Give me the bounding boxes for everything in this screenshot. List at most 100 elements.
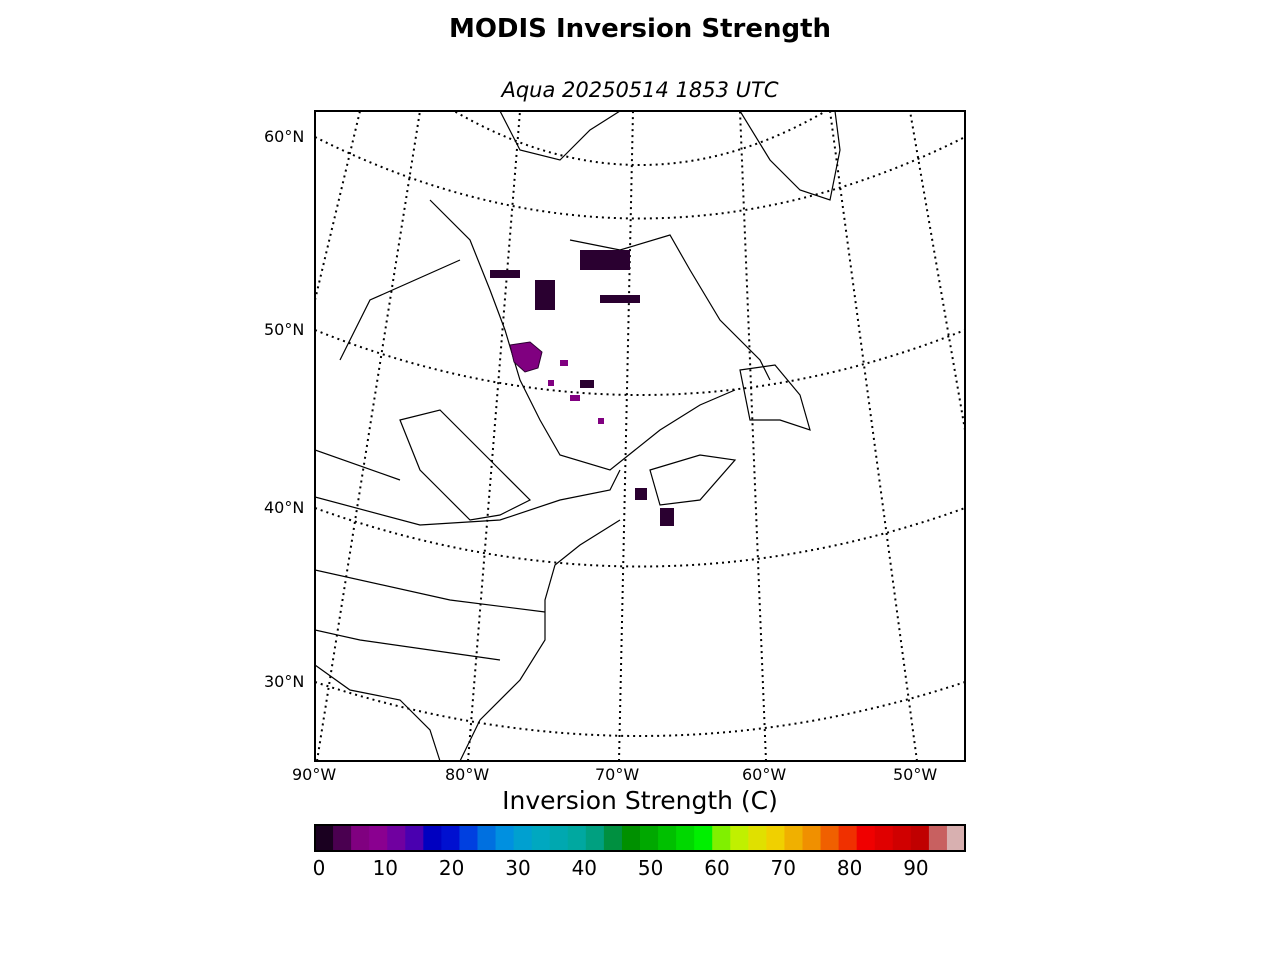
colorbar-swatch [766,825,785,851]
state-lines-2 [315,629,501,661]
colorbar-swatch [441,825,460,851]
colorbar-title: Inversion Strength (C) [502,786,778,815]
colorbar-swatch [658,825,677,851]
colorbar-swatch [495,825,515,851]
inversion-patch-north-2 [535,280,555,310]
colorbar-swatch [603,825,623,851]
colorbar-swatch [477,825,497,851]
colorbar-swatch [585,825,605,851]
colorbar-swatch [351,825,370,851]
colorbar-swatch [369,825,388,851]
lat-label-30: 30°N [264,672,305,691]
lon-label-60: 60°W [742,765,787,784]
colorbar-swatch [621,825,641,851]
great-lakes [399,409,532,521]
colorbar-swatch [640,825,659,851]
lat-label-60: 60°N [264,127,305,146]
inversion-patch-mid-6 [600,295,640,303]
colorbar-tick-label: 50 [637,856,664,880]
inversion-data [490,250,674,526]
colorbar-swatch [387,825,406,851]
lon-grid-60 [739,111,767,761]
lon-label-50: 50°W [893,765,938,784]
colorbar-swatch [513,825,533,851]
colorbar-swatch [333,825,352,851]
inversion-patch-mid-5 [580,380,594,388]
map-frame [314,110,966,762]
lon-grid-90 [316,111,421,761]
colorbar-swatch [730,825,749,851]
baffin [499,111,621,161]
colorbar-swatch [676,825,695,851]
colorbar-swatch [549,825,569,851]
colorbar-tick-label: 30 [505,856,531,880]
newfoundland [739,364,811,431]
inversion-patch-mid-4 [598,418,604,424]
state-lines-3 [339,259,461,361]
hudson-bay-coast [429,199,736,471]
greenland [739,111,841,201]
colorbar-tick-label: 40 [571,856,598,880]
lat-grid-50 [315,329,965,396]
inversion-patch-main [509,341,543,373]
inversion-patch-north-3 [490,270,520,278]
lon-grid-80 [467,111,521,761]
colorbar-tick-label: 70 [770,856,797,880]
chart-title: MODIS Inversion Strength [448,14,832,44]
colorbar-swatch [405,825,424,851]
colorbar-tick-label: 20 [438,856,465,880]
colorbar-swatch [910,825,930,851]
inversion-patch-east-1 [635,488,647,500]
colorbar-swatch [315,825,334,851]
colorbar-swatch [712,825,731,851]
inversion-patch-mid-3 [570,395,580,401]
inversion-patch-mid-2 [560,360,568,366]
colorbar-swatch [928,825,948,851]
east-coast-us [459,519,621,761]
lon-grid-50 [829,111,918,761]
colorbar-swatch [820,825,840,851]
colorbar-tick-label: 60 [704,856,730,880]
colorbar-swatch [784,825,803,851]
colorbar-swatch [694,825,713,851]
lat-label-50: 50°N [264,320,305,339]
lon-grid-70 [618,111,634,761]
colorbar-frame [314,824,966,852]
colorbar-tick-label: 10 [372,856,399,880]
lat-grid-40 [315,507,965,568]
us-border [315,469,621,526]
colorbar-swatch [802,825,822,851]
colorbar-swatch [748,825,767,851]
colorbar-swatch [946,825,966,851]
colorbar-tick-label: 0 [312,856,326,880]
chart-subtitle: Aqua 20250514 1853 UTC [501,78,779,102]
lat-grid-30 [315,681,965,737]
colorbar-swatch [874,825,894,851]
gulf-coast [315,664,441,761]
colorbar-tick-label: 80 [836,856,863,880]
state-lines-4 [315,449,401,481]
lon-label-70: 70°W [595,765,640,784]
lat-label-40: 40°N [264,498,305,517]
colorbar-swatch [838,825,858,851]
colorbar-tick-label: 90 [903,856,929,880]
colorbar-swatch [459,825,478,851]
state-lines-1 [315,569,546,613]
colorbar-swatch [423,825,442,851]
nova-scotia [649,454,737,506]
colorbar [315,825,966,851]
inversion-patch-north-1 [580,250,630,270]
lat-gridlines [315,111,965,737]
inversion-patch-mid-1 [548,380,554,386]
lon-gridlines [315,111,965,761]
coastlines [315,111,841,761]
map-content [315,111,965,761]
map-background [315,111,965,761]
lon-label-80: 80°W [445,765,490,784]
lon-label-90: 90°W [292,765,337,784]
inversion-patch-east-2 [660,508,674,526]
colorbar-swatch [567,825,587,851]
colorbar-swatch [531,825,551,851]
colorbar-swatch [892,825,912,851]
